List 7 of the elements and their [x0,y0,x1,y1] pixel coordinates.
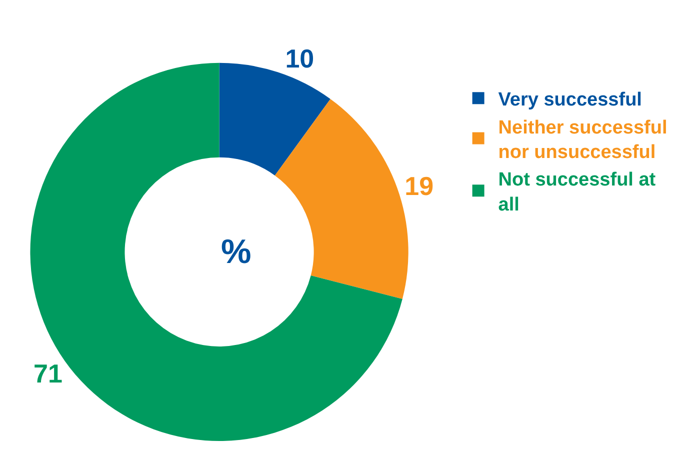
data-label: 10 [285,44,314,74]
legend-label: Very successful [498,90,642,111]
text: % [221,233,252,271]
data-label: 19 [404,171,434,202]
data-label: 71 [33,358,62,388]
legend-label: Neither successful nor unsuccessful [498,117,668,163]
legend-label: Not successful at all [498,170,656,216]
